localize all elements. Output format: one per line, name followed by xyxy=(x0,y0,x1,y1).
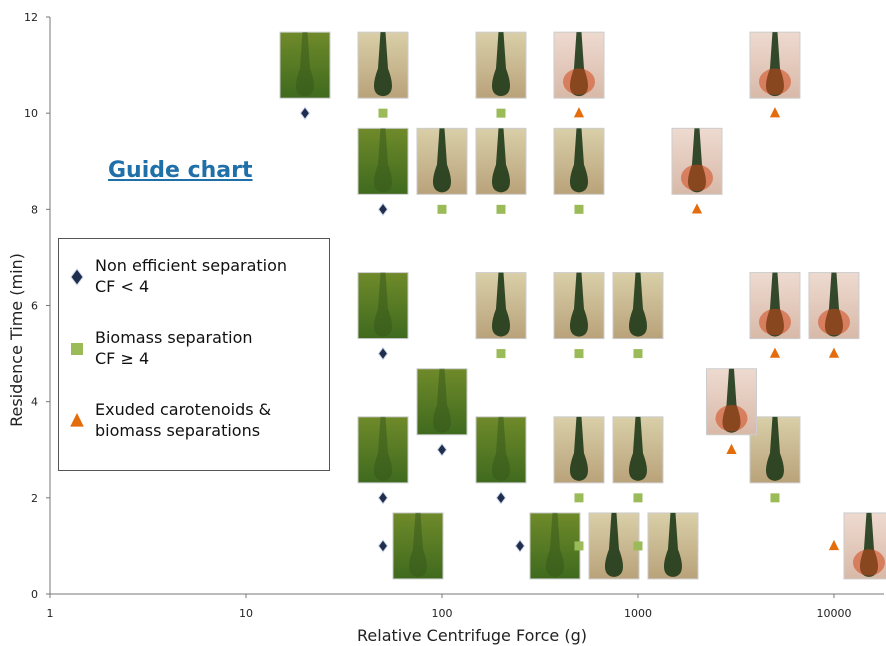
x-tick-label: 1 xyxy=(47,607,54,620)
marker-square xyxy=(574,541,584,551)
marker-square xyxy=(378,108,388,118)
y-tick-label: 8 xyxy=(31,203,38,216)
marker-square xyxy=(496,349,506,359)
tube-content xyxy=(491,128,510,193)
marker-square xyxy=(574,493,584,503)
x-tick-label: 10 xyxy=(239,607,253,620)
tube-content xyxy=(432,368,451,433)
legend-label: Exuded carotenoids & biomass separations xyxy=(95,400,272,440)
x-tick-label: 10000 xyxy=(816,607,851,620)
marker-square xyxy=(71,343,83,355)
tube-carotenoid xyxy=(680,164,713,192)
marker-diamond xyxy=(377,491,389,505)
marker-square xyxy=(633,541,643,551)
marker-square xyxy=(770,493,780,503)
y-tick-label: 2 xyxy=(31,492,38,505)
marker-triangle xyxy=(769,347,781,358)
tube-content xyxy=(373,128,392,193)
marker-triangle xyxy=(573,107,585,118)
marker-diamond xyxy=(377,346,389,361)
marker-triangle xyxy=(769,107,781,118)
marker-diamond xyxy=(377,202,389,217)
tube-content xyxy=(373,32,392,97)
x-tick-label: 100 xyxy=(431,607,452,620)
y-tick-label: 10 xyxy=(24,107,38,120)
tube-content xyxy=(373,416,392,481)
legend-symbol xyxy=(70,268,84,286)
marker-diamond xyxy=(70,268,84,286)
y-tick-label: 0 xyxy=(31,588,38,601)
marker-triangle xyxy=(691,203,703,214)
tube-content xyxy=(569,128,588,193)
tube-content xyxy=(765,416,784,481)
y-tick-label: 12 xyxy=(24,11,38,24)
marker-triangle xyxy=(726,443,737,454)
marker-square xyxy=(437,204,447,214)
marker-square xyxy=(496,108,506,118)
marker-square xyxy=(633,493,643,503)
marker-square xyxy=(496,204,506,214)
marker-diamond xyxy=(299,106,311,120)
y-tick-label: 4 xyxy=(31,396,38,409)
legend-symbol xyxy=(71,343,83,355)
legend-label: Biomass separation CF ≥ 4 xyxy=(95,328,253,368)
legend-symbol xyxy=(70,413,84,427)
legend-label: Non efficient separation CF < 4 xyxy=(95,256,288,296)
marker-diamond xyxy=(436,442,448,457)
tube-content xyxy=(491,416,510,481)
tube-content xyxy=(373,272,392,337)
marker-triangle xyxy=(70,413,84,427)
marker-triangle xyxy=(828,347,840,358)
marker-diamond xyxy=(514,539,526,553)
x-axis-title: Relative Centrifuge Force (g) xyxy=(357,626,587,645)
marker-square xyxy=(574,349,584,359)
y-tick-label: 6 xyxy=(31,300,38,313)
tube-carotenoid xyxy=(758,308,791,336)
tube-content xyxy=(569,416,588,481)
tube-content xyxy=(628,272,647,337)
marker-diamond xyxy=(495,491,507,505)
tube-content xyxy=(663,512,682,577)
marker-triangle xyxy=(828,539,840,551)
chart-title: Guide chart xyxy=(108,158,253,183)
x-tick-label: 1000 xyxy=(624,607,652,620)
tube-content xyxy=(569,272,588,337)
y-axis-title: Residence Time (min) xyxy=(7,253,26,427)
legend: Non efficient separation CF < 4 Biomass s… xyxy=(58,238,330,471)
tube-content xyxy=(491,272,510,337)
tube-content xyxy=(545,512,564,577)
tube-carotenoid xyxy=(852,549,885,576)
tube-carotenoid xyxy=(715,405,748,432)
tube-content xyxy=(491,32,510,97)
marker-diamond xyxy=(377,539,389,553)
tube-content xyxy=(408,512,427,577)
tube-carotenoid xyxy=(817,308,850,336)
tube-carotenoid xyxy=(562,68,595,95)
tube-content xyxy=(628,416,647,481)
tube-carotenoid xyxy=(758,68,791,95)
tube-content xyxy=(604,512,623,577)
tube-content xyxy=(432,128,451,193)
marker-square xyxy=(633,349,643,359)
marker-square xyxy=(574,204,584,214)
tube-content xyxy=(295,32,314,97)
